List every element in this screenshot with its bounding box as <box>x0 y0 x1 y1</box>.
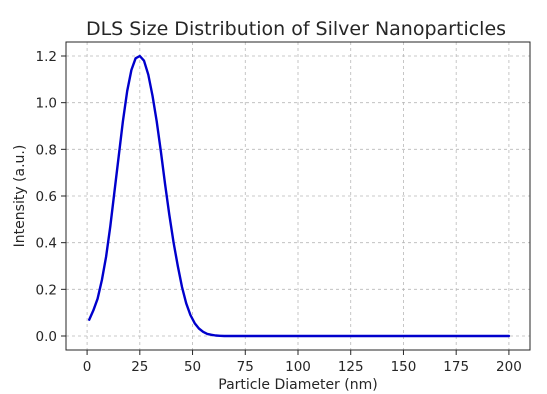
x-tick-label: 75 <box>237 359 254 375</box>
x-tick-label: 0 <box>83 359 92 375</box>
series-line <box>87 54 511 338</box>
x-axis-label: Particle Diameter (nm) <box>218 377 377 393</box>
y-tick-label: 0.6 <box>36 189 57 205</box>
x-axis: 0 25 50 75 100 125 150 175 200 <box>83 350 522 375</box>
y-tick-label: 0.0 <box>36 329 57 345</box>
y-tick-label: 0.2 <box>36 282 57 298</box>
y-tick-label: 0.4 <box>36 236 57 252</box>
series-group <box>87 54 511 338</box>
y-tick-label: 1.0 <box>36 96 57 112</box>
plot-frame <box>65 41 531 351</box>
y-axis-label: Intensity (a.u.) <box>12 145 28 248</box>
x-tick-label: 125 <box>338 359 364 375</box>
x-tick-label: 175 <box>443 359 469 375</box>
chart-title: DLS Size Distribution of Silver Nanopart… <box>86 18 506 40</box>
grid <box>66 42 530 350</box>
x-tick-label: 25 <box>131 359 148 375</box>
x-tick-label: 50 <box>184 359 201 375</box>
x-tick-label: 100 <box>285 359 311 375</box>
x-tick-label: 200 <box>496 359 522 375</box>
y-tick-label: 1.2 <box>36 49 57 65</box>
y-axis: 0.0 0.2 0.4 0.6 0.8 1.0 1.2 <box>36 49 66 345</box>
y-tick-label: 0.8 <box>36 142 57 158</box>
x-tick-label: 150 <box>391 359 417 375</box>
